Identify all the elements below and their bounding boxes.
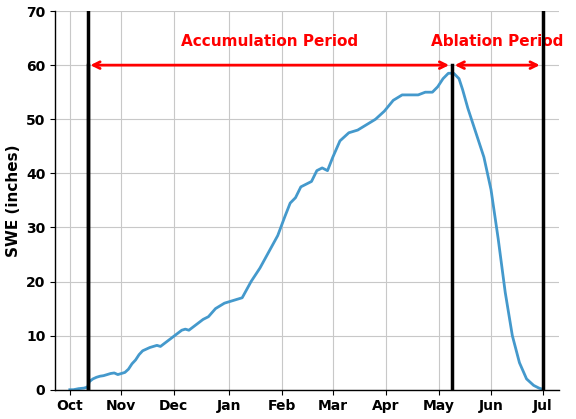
Text: Ablation Period: Ablation Period <box>431 34 563 49</box>
Text: Accumulation Period: Accumulation Period <box>181 34 358 49</box>
Y-axis label: SWE (inches): SWE (inches) <box>6 144 21 257</box>
